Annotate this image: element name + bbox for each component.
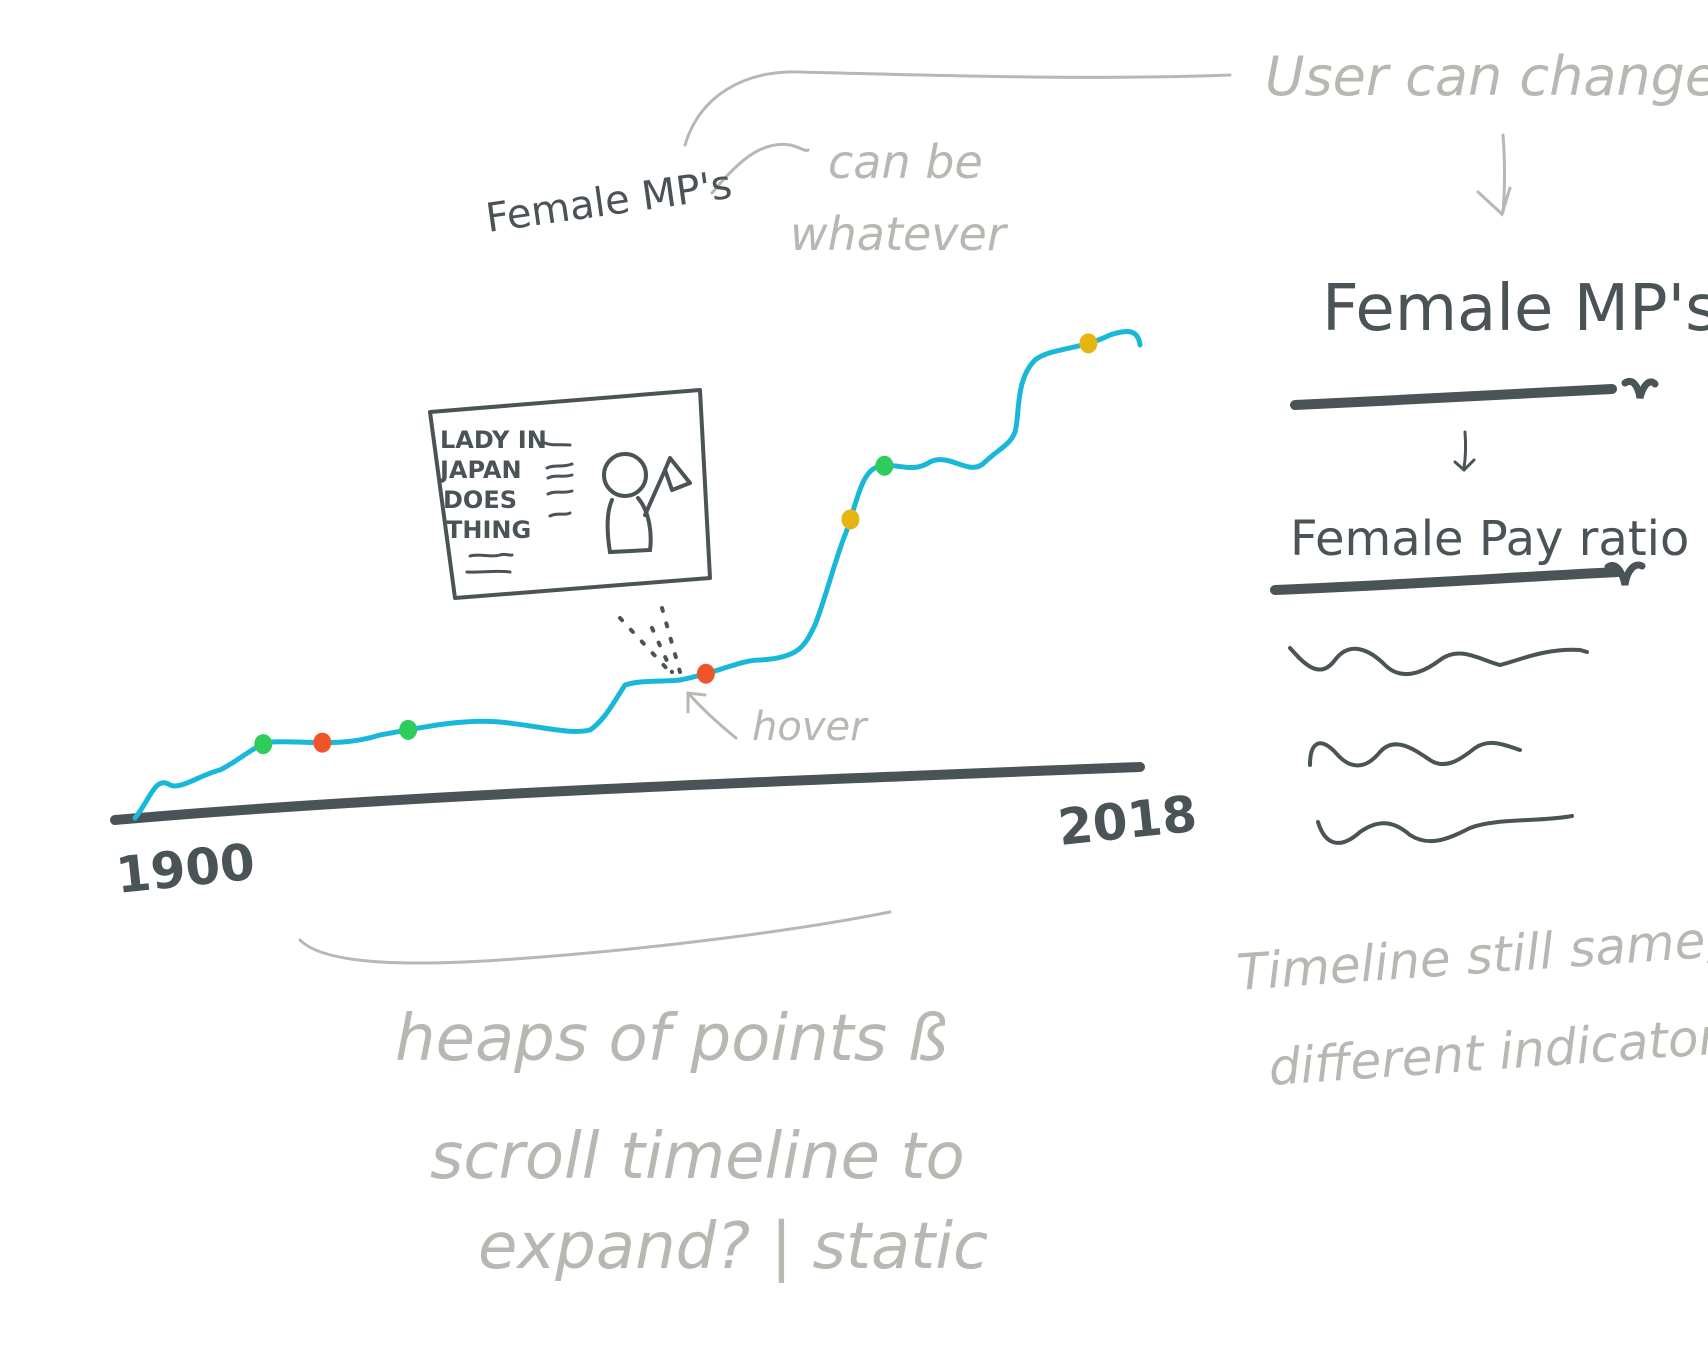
timeline-axis xyxy=(110,762,1145,825)
points-note: heaps of points ß scroll timeline to exp… xyxy=(298,910,988,1284)
title-note-line-1: can be xyxy=(828,135,983,189)
points-note-line-2: scroll timeline to xyxy=(430,1120,965,1194)
option-dropdown[interactable] xyxy=(1270,567,1623,595)
arrow-up-left-icon xyxy=(686,691,738,740)
indicators-note: Timeline still same, different indicator… xyxy=(1235,910,1708,1097)
timeline-marker-red[interactable] xyxy=(313,732,332,753)
list-item xyxy=(1316,814,1574,845)
hover-note: hover xyxy=(686,691,869,750)
selected-indicator-title: Female MP's xyxy=(1322,272,1708,346)
indicator-list xyxy=(1288,646,1589,845)
hover-card-headline-1: LADY IN xyxy=(440,426,547,454)
timeline-curve[interactable] xyxy=(132,328,1143,821)
points-note-line-3: expand? | static xyxy=(478,1210,988,1284)
arrow-down-icon xyxy=(1476,133,1512,217)
arrow-down-icon xyxy=(1453,430,1476,473)
hover-card-headline-2: JAPAN xyxy=(438,456,522,484)
timeline-marker-green[interactable] xyxy=(254,734,273,755)
points-note-line-1: heaps of points ß xyxy=(395,1002,948,1076)
timeline-marker-green[interactable] xyxy=(399,719,418,740)
chevron-down-icon[interactable] xyxy=(1621,377,1659,399)
indicators-note-line-2: different indicators xyxy=(1267,1006,1708,1097)
timeline-marker-green[interactable] xyxy=(875,455,894,476)
chevron-down-icon[interactable] xyxy=(1604,561,1646,586)
hover-card: LADY IN JAPAN DOES THING xyxy=(428,388,712,674)
dropdown-option-label[interactable]: Female Pay ratio xyxy=(1290,511,1689,567)
hover-note-text: hover xyxy=(752,704,869,750)
indicators-note-line-1: Timeline still same, xyxy=(1235,910,1708,1002)
list-item xyxy=(1308,740,1522,768)
timeline-marker-yellow[interactable] xyxy=(1079,333,1098,354)
timeline-title: Female MP's xyxy=(483,162,735,242)
title-note-line-2: whatever xyxy=(790,207,1009,261)
timeline-marker-yellow[interactable] xyxy=(841,509,860,530)
selector-note-text: User can change? xyxy=(1265,45,1708,108)
hover-connector xyxy=(618,606,682,674)
person-icon xyxy=(602,452,667,555)
list-item xyxy=(1288,646,1589,677)
hover-card-headline-3: DOES xyxy=(443,486,517,514)
title-note: can be whatever xyxy=(710,135,1009,261)
selector-note: User can change? xyxy=(683,45,1708,217)
selected-indicator-dropdown[interactable] xyxy=(1290,384,1617,410)
timeline-start-year: 1900 xyxy=(113,833,257,905)
hover-card-headline-4: THING xyxy=(446,516,531,544)
indicator-selector[interactable]: Female MP's Female Pay ratio xyxy=(1270,272,1708,845)
hover-card-text-lines xyxy=(465,441,574,574)
timeline-end-year: 2018 xyxy=(1055,785,1199,857)
flag-icon xyxy=(663,456,692,492)
timeline-markers xyxy=(254,333,1098,755)
timeline-marker-red-hovered[interactable] xyxy=(696,663,715,684)
